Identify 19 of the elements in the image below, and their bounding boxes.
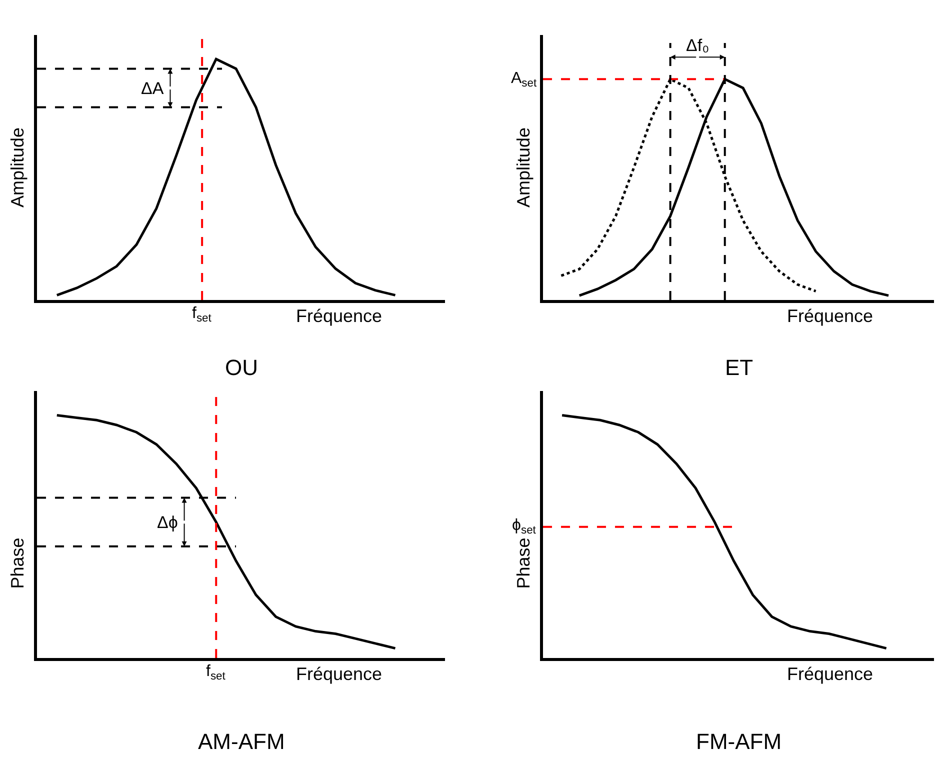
annotation: ΔA <box>141 79 164 98</box>
y-axis-title: Amplitude <box>8 127 28 208</box>
text: FM-AFM <box>696 729 782 754</box>
y-axis-title: Phase <box>513 538 534 589</box>
text: f$_{set}$ <box>192 305 212 324</box>
text: Δf₀ <box>686 36 710 55</box>
y-axis-title: Amplitude <box>514 127 534 208</box>
x-axis-title: Fréquence <box>787 306 874 326</box>
annotation: Δϕ <box>157 513 178 532</box>
ref-line-label: A$_{set}$ <box>511 70 538 90</box>
text: f$_{set}$ <box>206 663 226 682</box>
x-axis-title: Fréquence <box>787 664 874 684</box>
x-axis-title: Fréquence <box>296 664 382 684</box>
ref-line-label: ϕ$_{set}$ <box>512 517 537 536</box>
text: AM-AFM <box>198 729 285 754</box>
x-axis-title: Fréquence <box>296 306 382 326</box>
y-axis-title: Phase <box>7 538 28 589</box>
text: OU <box>225 355 258 380</box>
text: ET <box>725 355 754 380</box>
